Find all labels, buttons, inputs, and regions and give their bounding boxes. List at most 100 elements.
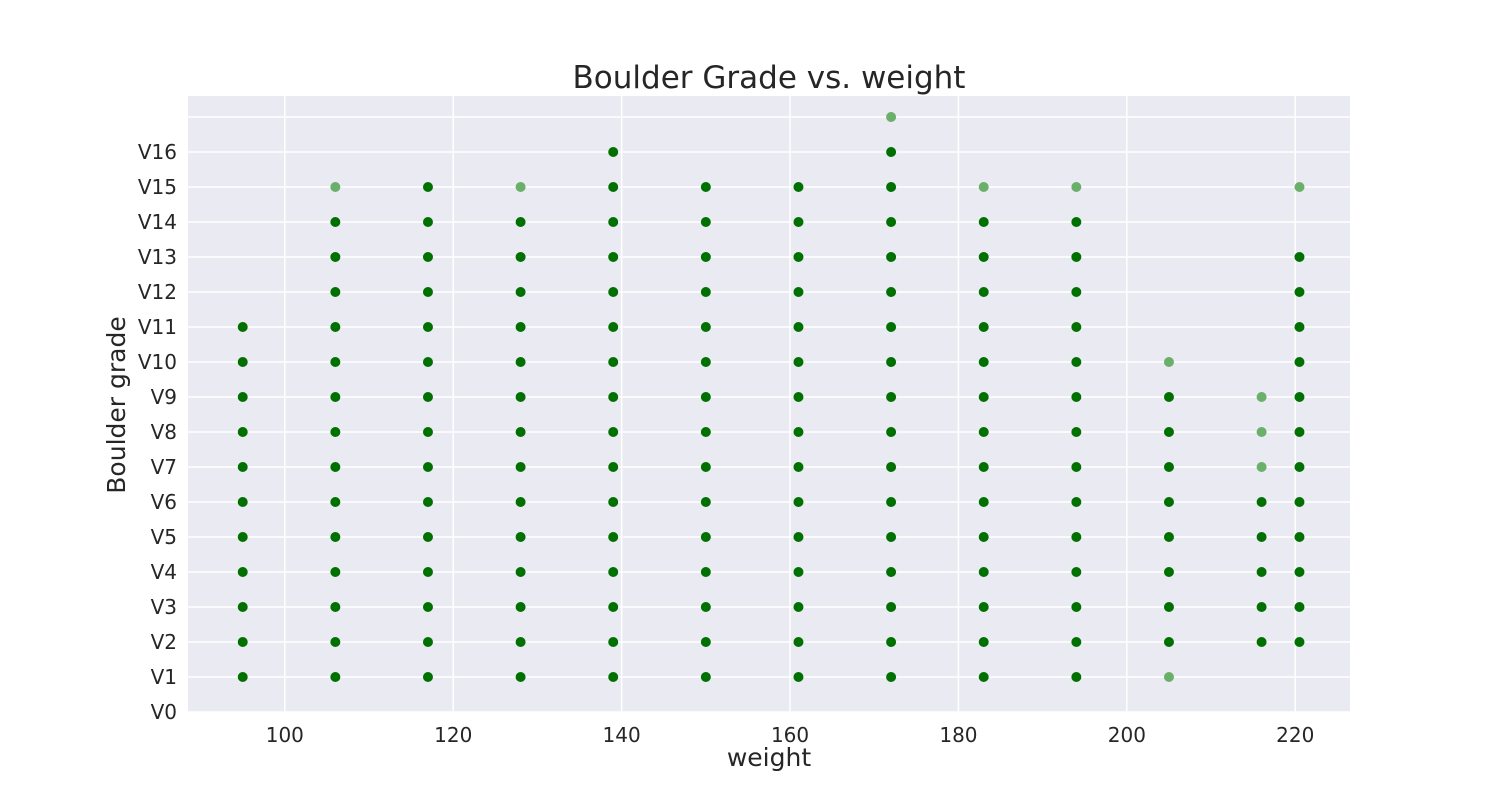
data-point	[1163, 392, 1174, 402]
data-point	[1071, 462, 1082, 472]
data-point	[330, 567, 341, 577]
data-point	[793, 287, 804, 297]
data-point	[1163, 602, 1174, 612]
data-point	[608, 147, 619, 157]
y-axis-label: Boulder grade	[102, 316, 131, 493]
y-tick-label: V10	[138, 350, 177, 374]
data-point	[608, 672, 619, 682]
data-point	[422, 637, 433, 647]
data-point	[700, 252, 711, 262]
data-point	[1071, 252, 1082, 262]
data-point	[1163, 532, 1174, 542]
x-tick-label: 100	[266, 723, 304, 747]
y-tick-label: V5	[151, 525, 177, 549]
data-point	[978, 672, 989, 682]
data-point	[422, 182, 433, 192]
data-point	[886, 567, 897, 577]
data-point	[793, 252, 804, 262]
data-point	[237, 427, 248, 437]
data-point	[608, 567, 619, 577]
data-point	[1163, 497, 1174, 507]
data-point	[515, 567, 526, 577]
data-point	[515, 427, 526, 437]
y-tick-label: V7	[151, 455, 177, 479]
data-point	[608, 217, 619, 227]
y-tick-label: V4	[151, 560, 177, 584]
data-point	[1294, 357, 1305, 367]
x-tick-label: 120	[434, 723, 472, 747]
data-point	[422, 602, 433, 612]
plot-area	[188, 96, 1350, 712]
x-tick-label: 140	[603, 723, 641, 747]
data-point	[422, 567, 433, 577]
data-point	[700, 322, 711, 332]
data-point	[886, 637, 897, 647]
data-point	[515, 532, 526, 542]
y-tick-label: V11	[138, 315, 177, 339]
data-point	[608, 497, 619, 507]
data-point	[515, 462, 526, 472]
data-point	[886, 672, 897, 682]
data-point	[978, 392, 989, 402]
data-point	[1294, 427, 1305, 437]
data-point	[793, 322, 804, 332]
data-point	[793, 217, 804, 227]
data-point	[237, 322, 248, 332]
data-point	[978, 322, 989, 332]
data-point	[886, 252, 897, 262]
data-point	[1071, 392, 1082, 402]
data-point	[515, 182, 526, 192]
data-point	[1294, 602, 1305, 612]
data-point	[1071, 602, 1082, 612]
x-tick-label: 160	[771, 723, 809, 747]
data-point	[1163, 357, 1174, 367]
data-point	[700, 602, 711, 612]
data-point	[330, 427, 341, 437]
data-point	[793, 497, 804, 507]
chart-title: Boulder Grade vs. weight	[573, 60, 966, 96]
data-point	[700, 287, 711, 297]
data-point	[608, 602, 619, 612]
grid-lines	[188, 96, 1350, 713]
data-point	[1294, 497, 1305, 507]
data-point	[1071, 287, 1082, 297]
data-point	[978, 427, 989, 437]
data-point	[1256, 497, 1267, 507]
data-point	[1071, 427, 1082, 437]
y-tick-label: V8	[151, 420, 177, 444]
data-point	[422, 427, 433, 437]
data-point	[1071, 217, 1082, 227]
data-point	[515, 357, 526, 367]
data-point	[1294, 322, 1305, 332]
data-point	[608, 357, 619, 367]
data-point	[330, 322, 341, 332]
data-point	[886, 462, 897, 472]
data-point	[1071, 637, 1082, 647]
data-point	[237, 567, 248, 577]
data-point	[422, 672, 433, 682]
y-axis-ticks: V0 V1 V2 V3 V4 V5 V6 V7 V8 V9 V10 V11 V12 V13 V14 V15 V1…	[138, 140, 177, 724]
data-point	[1163, 462, 1174, 472]
y-tick-label: V2	[151, 630, 177, 654]
data-point	[515, 217, 526, 227]
data-point	[237, 602, 248, 612]
data-point	[793, 392, 804, 402]
data-point	[515, 672, 526, 682]
data-point	[422, 252, 433, 262]
y-tick-label: V16	[138, 140, 177, 164]
data-point	[886, 182, 897, 192]
data-point	[700, 357, 711, 367]
x-tick-label: 180	[939, 723, 977, 747]
y-tick-label: V6	[151, 490, 177, 514]
data-point	[515, 637, 526, 647]
data-point	[700, 182, 711, 192]
data-point	[330, 637, 341, 647]
data-point	[1256, 532, 1267, 542]
data-point	[330, 287, 341, 297]
data-point	[793, 462, 804, 472]
data-point	[237, 532, 248, 542]
data-point	[1071, 357, 1082, 367]
data-point	[793, 637, 804, 647]
data-point	[330, 357, 341, 367]
data-point	[608, 322, 619, 332]
